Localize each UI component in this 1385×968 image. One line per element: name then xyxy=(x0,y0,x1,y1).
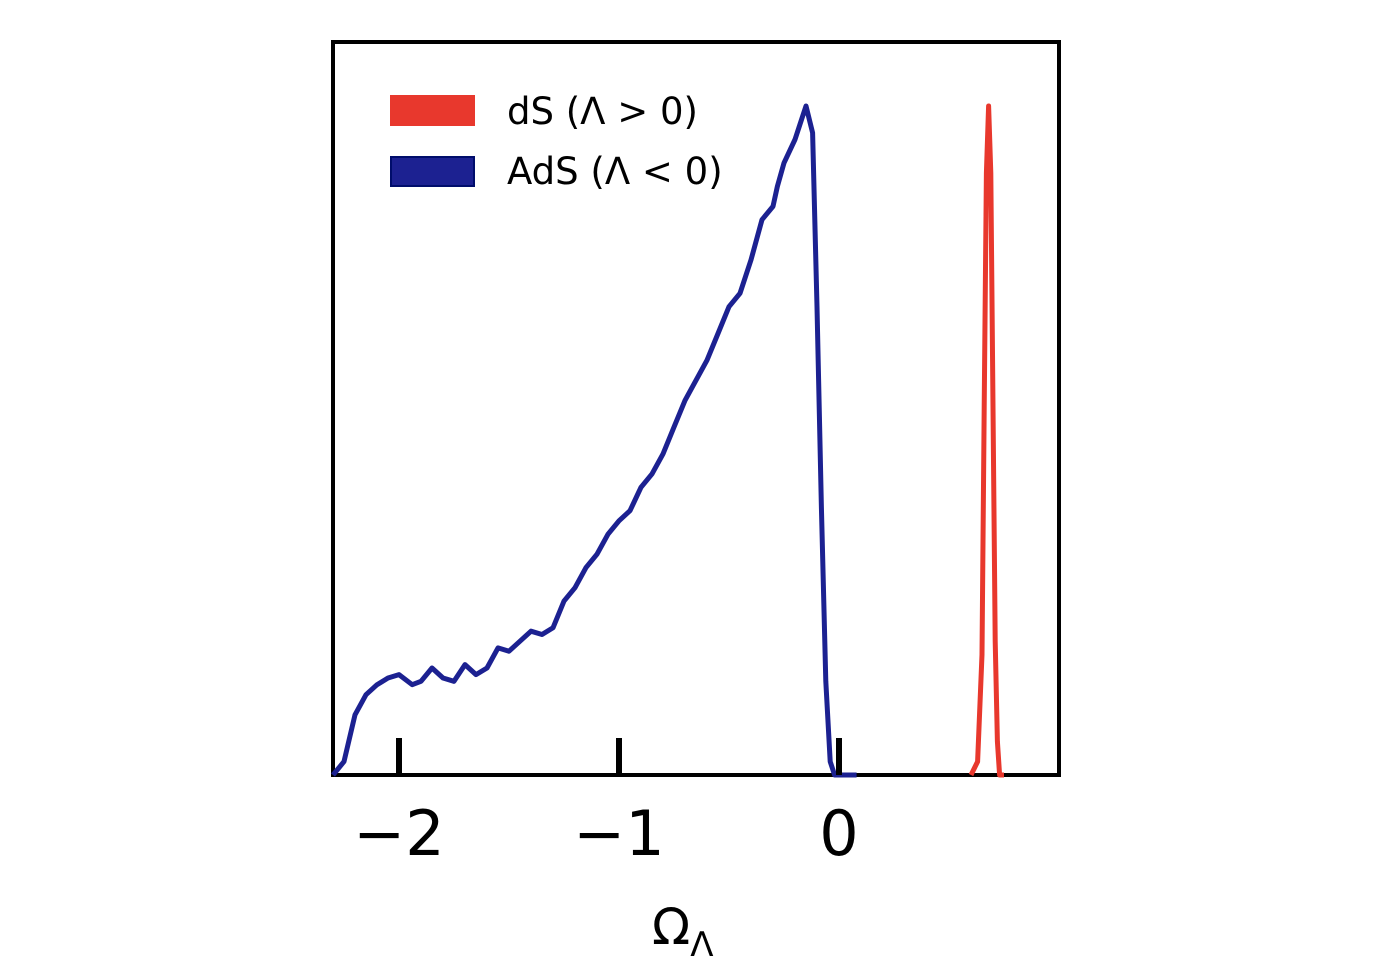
series-line-ads xyxy=(331,103,857,778)
x-axis-label: ΩΛ xyxy=(652,898,713,965)
plot-area: −2 −1 0 xyxy=(331,40,1061,870)
x-axis-label-main: Ω xyxy=(652,898,690,956)
legend: dS (Λ > 0) AdS (Λ < 0) xyxy=(390,90,723,193)
x-ticks: −2 −1 0 xyxy=(353,738,859,870)
legend-label-ds: dS (Λ > 0) xyxy=(507,90,698,133)
series-line-ds xyxy=(968,103,1004,778)
x-axis-label-sub: Λ xyxy=(690,925,713,965)
x-tick-label: 0 xyxy=(819,797,858,870)
legend-label-ads: AdS (Λ < 0) xyxy=(507,150,723,193)
x-tick-label: −1 xyxy=(573,797,664,870)
series-layer xyxy=(331,103,1004,778)
legend-swatch-ds xyxy=(390,95,475,126)
plot-frame xyxy=(331,40,1061,777)
legend-swatch-ads xyxy=(390,156,475,187)
x-tick-label: −2 xyxy=(353,797,444,870)
